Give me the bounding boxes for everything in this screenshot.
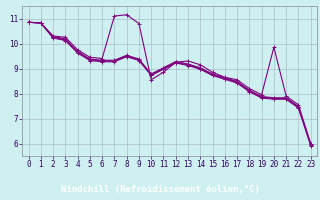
Text: Windchill (Refroidissement éolien,°C): Windchill (Refroidissement éolien,°C)	[60, 185, 260, 194]
